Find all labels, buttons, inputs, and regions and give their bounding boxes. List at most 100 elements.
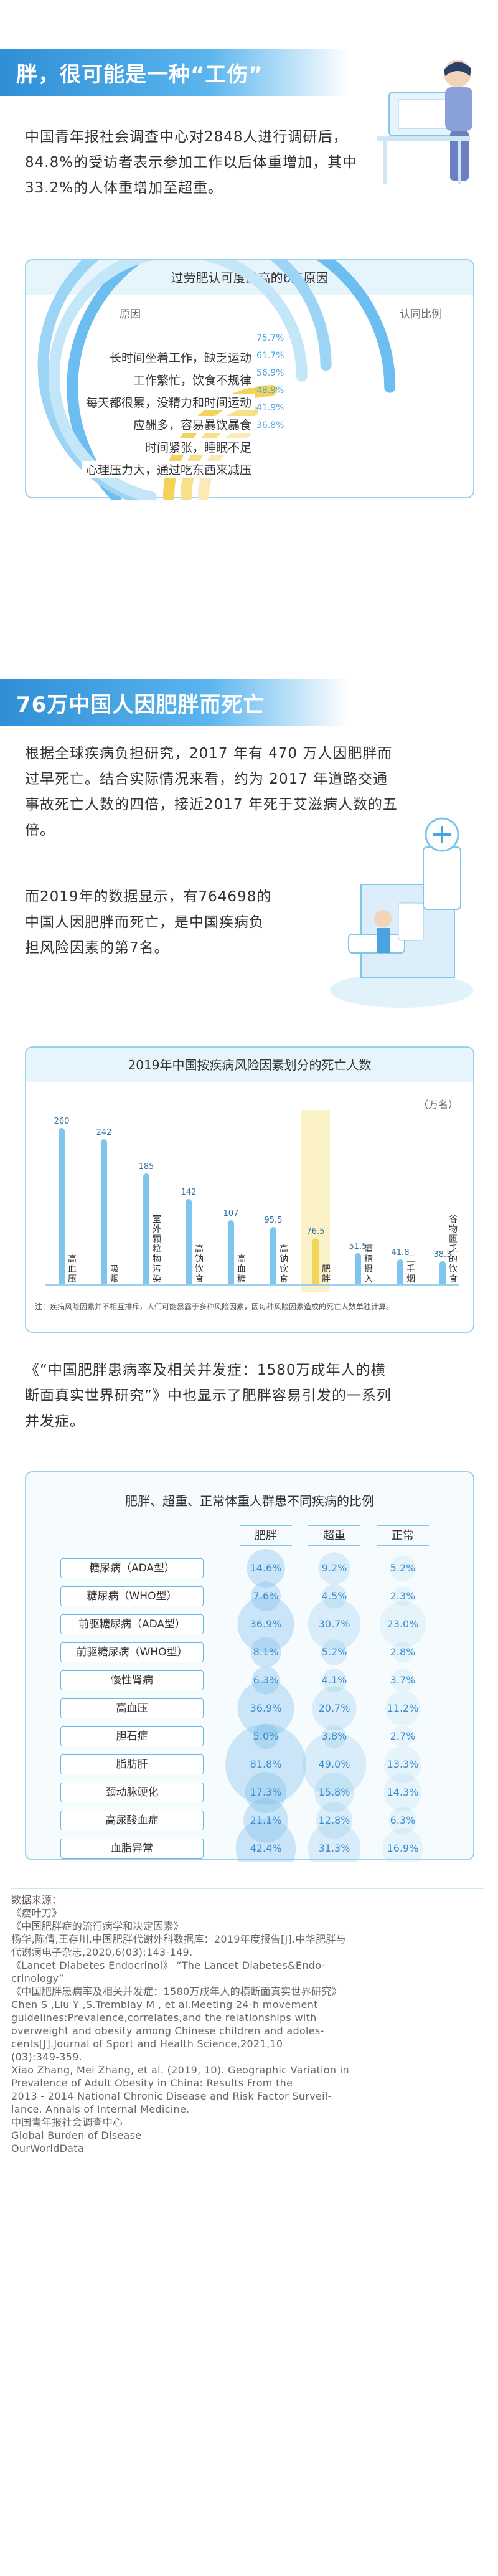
bar-value-6: 95.5 <box>264 1215 283 1225</box>
table-cell-10-2: 12.8% <box>318 1814 350 1826</box>
bar-8 <box>355 1253 361 1284</box>
table-bubble-9-2 <box>314 1773 354 1812</box>
bar-label-9: 二手烟 <box>406 1254 415 1284</box>
reason-label-5: 时间紧张，睡眠不足 <box>141 438 255 455</box>
table-cell-6-2: 20.7% <box>318 1702 350 1714</box>
table-cell-9-2: 15.8% <box>318 1786 350 1798</box>
reason-label-1: 长时间坐着工作，缺乏运动 <box>105 349 255 366</box>
source-line-2: 《中国肥胖症的流行病学和决定因素》 <box>11 1920 184 1932</box>
table-bubble-10-1 <box>243 1798 288 1843</box>
table-bubble-9-1 <box>245 1771 287 1814</box>
bar-value-10: 38.3 <box>433 1250 452 1260</box>
table-cell-7-1: 5.0% <box>253 1730 279 1742</box>
table-cell-7-3: 2.7% <box>390 1730 416 1742</box>
table-row-name-9: 颈动脉硬化 <box>60 1783 204 1802</box>
reasons-col-left: 原因 <box>120 308 141 321</box>
table-cell-1-3: 5.2% <box>390 1562 416 1574</box>
table-bubble-6-2 <box>312 1686 357 1731</box>
table-cell-8-1: 81.8% <box>250 1758 282 1770</box>
table-bubble-1-3 <box>390 1555 416 1581</box>
source-line-7: 《中国肥胖患病率及相关并发症：1580万成年人的横断面真实世界研究》 <box>11 1986 342 1997</box>
source-line-14: Prevalence of Adult Obesity in China: Re… <box>11 2077 293 2089</box>
source-line-13: Xiao Zhang, Mei Zhang, et al. (2019, 10)… <box>11 2064 349 2076</box>
table-bubble-10-2 <box>316 1802 353 1839</box>
table-cell-2-3: 2.3% <box>390 1590 416 1602</box>
table-bubble-8-2 <box>302 1732 367 1797</box>
source-line-16: lance. Annals of Internal Medicine. <box>11 2103 190 2115</box>
source-line-3: 杨华,陈倩,王存川.中国肥胖代谢外科数据库：2019年度报告[J].中华肥胖与 <box>11 1933 346 1945</box>
table-cell-2-2: 4.5% <box>321 1590 347 1602</box>
table-row-name-8: 脂肪肝 <box>60 1754 204 1774</box>
source-line-12: (03):349-359. <box>11 2051 83 2063</box>
source-line-18: Global Burden of Disease <box>11 2129 142 2141</box>
reason-label-3: 每天都很累，没精力和时间运动 <box>82 394 255 410</box>
bar-label-10: 谷物匮乏的饮食 <box>449 1215 458 1284</box>
table-cell-8-2: 49.0% <box>318 1758 350 1770</box>
table-bubble-7-2 <box>322 1725 346 1748</box>
table-row-name-5: 慢性肾病 <box>60 1670 204 1690</box>
table-bubble-7-3 <box>392 1726 413 1747</box>
bar-label-1: 高血压 <box>68 1254 77 1284</box>
bar-value-2: 242 <box>96 1127 112 1137</box>
reason-pct-2: 61.7% <box>256 351 284 361</box>
table-bubble-2-2 <box>322 1584 347 1609</box>
table-title: 肥胖、超重、正常体重人群患不同疾病的比例 <box>125 1494 374 1508</box>
bar-4 <box>186 1199 192 1284</box>
reason-pct-6: 36.8% <box>256 420 284 430</box>
table-bubbles <box>225 1549 426 1862</box>
bar-10 <box>439 1261 446 1284</box>
source-line-5: 《Lancet Diabetes Endocrinol》 “The Lancet… <box>11 1959 326 1971</box>
table-cell-9-1: 17.3% <box>250 1786 282 1798</box>
bar-chart-baseline <box>45 1284 459 1286</box>
bar-label-8: 酒精摄入 <box>364 1244 373 1284</box>
bar-value-9: 41.8 <box>391 1248 410 1257</box>
reason-ring-6 <box>198 425 252 500</box>
section2-paragraph2: 而2019年的数据显示，有764698的 中国人因肥胖而死亡，是中国疾病负 担风… <box>25 889 272 956</box>
table-cell-10-3: 6.3% <box>390 1814 416 1826</box>
section1-paragraph: 中国青年报社会调查中心对2848人进行调研后，84.8%的受访者表示参加工作以后… <box>25 129 358 196</box>
table-cell-1-1: 14.6% <box>250 1562 282 1574</box>
sources-block: 数据来源： 《瘦叶刀》 《中国肥胖症的流行病学和决定因素》 杨华,陈倩,王存川.中国… <box>11 1893 484 2155</box>
source-line-15: 2013 - 2014 National Chronic Disease and… <box>11 2090 332 2102</box>
bar-value-5: 107 <box>223 1208 239 1218</box>
bar-value-1: 260 <box>54 1117 70 1127</box>
table-header-3: 正常 <box>377 1525 429 1546</box>
table-row-name-6: 高血压 <box>60 1698 204 1718</box>
table-row-name-4: 前驱糖尿病（WHO型） <box>60 1642 204 1662</box>
table-row-name-1: 糖尿病（ADA型） <box>60 1558 204 1578</box>
table-bubble-3-1 <box>237 1596 294 1653</box>
table-bubble-9-3 <box>383 1773 422 1812</box>
table-cell-2-1: 7.6% <box>253 1590 279 1602</box>
table-bubble-5-3 <box>391 1669 415 1692</box>
table-bubble-4-2 <box>321 1639 347 1665</box>
section-title-work-injury: 胖，很可能是一种“工伤” <box>0 49 349 96</box>
reason-label-4: 应酬多，容易暴饮暴食 <box>129 416 255 433</box>
table-bubble-4-1 <box>250 1637 281 1668</box>
table-cell-7-2: 3.8% <box>321 1730 347 1742</box>
table-bubble-1-2 <box>318 1552 350 1584</box>
reason-label-2: 工作繁忙，饮食不规律 <box>129 371 255 388</box>
table-bubble-11-2 <box>308 1822 361 1862</box>
section-title-obesity-deaths: 76万中国人因肥胖而死亡 <box>0 679 349 726</box>
table-bubble-5-1 <box>251 1666 280 1695</box>
bar-2 <box>101 1139 107 1284</box>
table-header-1: 肥胖 <box>240 1525 292 1546</box>
table-cell-5-1: 6.3% <box>253 1674 279 1686</box>
bar-7 <box>312 1238 319 1284</box>
table-bubble-2-1 <box>251 1581 281 1611</box>
table-cell-6-3: 11.2% <box>387 1702 419 1714</box>
table-bubble-10-3 <box>388 1806 417 1835</box>
bar-label-5: 高血糖 <box>237 1254 246 1284</box>
disease-table-card: 肥胖、超重、正常体重人群患不同疾病的比例 肥胖 超重 正常 糖尿病（ADA型） 14.6… <box>25 1471 474 1862</box>
table-bubble-8-1 <box>225 1724 306 1805</box>
table-cell-4-3: 2.8% <box>390 1646 416 1658</box>
bar-value-7: 76.5 <box>306 1227 325 1237</box>
table-row-name-3: 前驱糖尿病（ADA型） <box>60 1614 204 1634</box>
section3-paragraph: 《“中国肥胖患病率及相关并发症：1580万成年人的横 断面真实世界研究”》中也显… <box>25 1362 392 1429</box>
table-bubble-6-1 <box>237 1680 294 1737</box>
bar-6 <box>270 1226 276 1284</box>
bar-5 <box>228 1219 234 1284</box>
office-worker-illustration <box>377 60 472 184</box>
bar-label-6: 高钠饮食 <box>280 1244 288 1284</box>
source-line-9: guidelines:Prevalence,correlates,and the… <box>11 2012 317 2024</box>
